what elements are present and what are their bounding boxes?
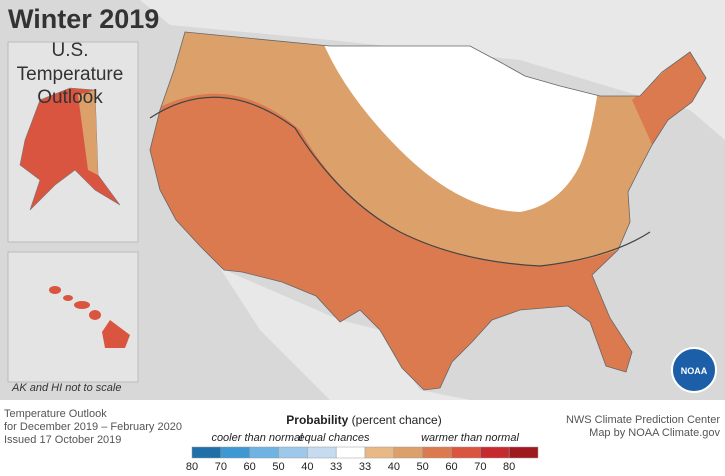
legend-tick-label: 33 [330, 461, 342, 473]
legend-swatch [451, 446, 481, 459]
legend-tick-label: 70 [215, 461, 227, 473]
legend-tick-label: 40 [388, 461, 400, 473]
legend-swatch [249, 446, 279, 459]
footer-right: NWS Climate Prediction Center [566, 414, 720, 426]
legend-swatch [422, 446, 452, 459]
alaska-east [78, 90, 98, 175]
legend-swatch [508, 446, 539, 459]
footer-left: Temperature Outlook [4, 408, 107, 420]
legend-tick-label: 50 [417, 461, 429, 473]
legend-swatch [393, 446, 423, 459]
legend-title-main: Probability [286, 413, 348, 427]
footer-left: Issued 17 October 2019 [4, 434, 121, 446]
legend-swatch [278, 446, 308, 459]
legend-tick-label: 80 [503, 461, 515, 473]
legend-title: Probability (percent chance) [286, 413, 441, 427]
legend-swatch [191, 446, 222, 459]
legend-title-note: (percent chance) [352, 413, 442, 427]
hawaii [49, 286, 130, 348]
footer-left: for December 2019 – February 2020 [4, 421, 182, 433]
legend-colorbar: 80 70 60 50 40 33 33 40 50 60 70 80 [186, 446, 539, 473]
legend-tick-label: 60 [244, 461, 256, 473]
legend-tick-label: 40 [301, 461, 313, 473]
legend-swatch [335, 446, 366, 459]
legend-swatch [480, 446, 510, 459]
legend-tick-label: 80 [186, 461, 198, 473]
footer-right: Map by NOAA Climate.gov [589, 427, 720, 439]
mexico [220, 268, 470, 400]
legend-tick-label: 33 [359, 461, 371, 473]
legend-label: cooler than normal [211, 432, 303, 444]
us-outline [149, 31, 707, 391]
legend-tick-label: 60 [445, 461, 457, 473]
legend-label: equal chances [299, 432, 370, 444]
legend-tick-label: 70 [474, 461, 486, 473]
inset-note: AK and HI not to scale [11, 382, 121, 394]
legend-swatch [220, 446, 250, 459]
legend-swatch [364, 446, 395, 459]
subtitle-line: Outlook [37, 87, 103, 108]
contour-line [149, 96, 651, 267]
subtitle-line: Temperature [17, 64, 124, 85]
logo-text: NOAA [681, 366, 708, 376]
subtitle-line: U.S. [52, 40, 89, 61]
legend-tick-label: 50 [272, 461, 284, 473]
title: Winter 2019 [8, 4, 159, 34]
legend-swatch [307, 446, 337, 459]
noaa-logo [671, 347, 717, 393]
hawaii-inset [7, 251, 139, 383]
canada [140, 0, 725, 140]
legend-label: warmer than normal [421, 432, 519, 444]
